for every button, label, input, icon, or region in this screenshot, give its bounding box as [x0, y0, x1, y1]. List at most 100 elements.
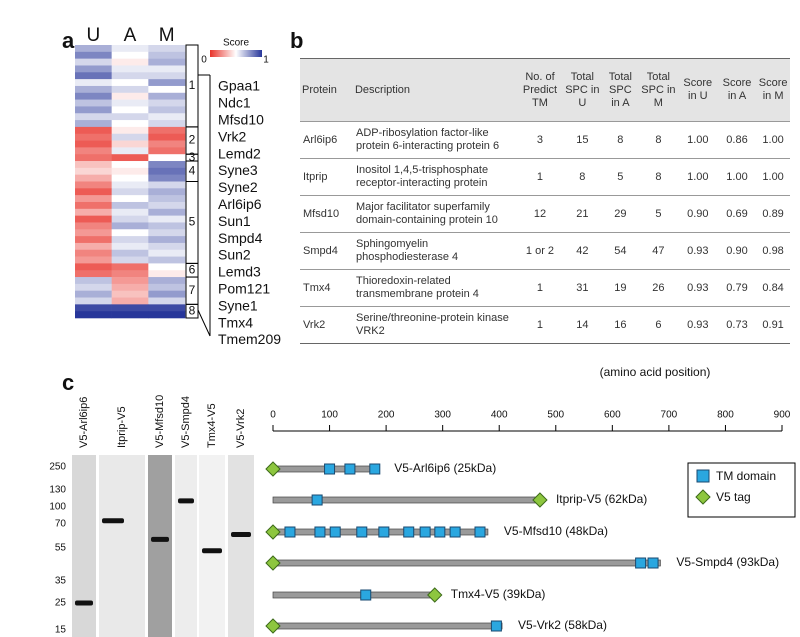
tm-domain [324, 463, 336, 475]
heatmap-cell [148, 311, 186, 319]
bracket [197, 309, 211, 337]
blot-lane [99, 455, 145, 637]
header-row: Protein Description No. of Predict TM Total… [300, 58, 790, 122]
colorbar-title: Score [223, 38, 250, 49]
table-cell: 0.84 [756, 269, 790, 307]
cluster-label: 6 [189, 262, 196, 276]
x-tick-label: 800 [717, 410, 734, 421]
heatmap-cell [111, 283, 149, 291]
gene-label: Sun2 [218, 247, 251, 263]
legend-label: TM domain [716, 469, 776, 483]
table-cell: 1.00 [717, 158, 757, 196]
cluster-label: 5 [189, 215, 196, 229]
panel-label: b [290, 28, 303, 53]
heatmap-cell [111, 270, 149, 278]
heatmap-cell [148, 270, 186, 278]
table-cell: 1.00 [677, 121, 718, 159]
heatmap-cell [111, 242, 149, 251]
table-cell: Tmx4 [300, 269, 353, 307]
gene-label: Smpd4 [218, 230, 263, 246]
heatmap-cell [111, 208, 149, 216]
table-cell: 0.93 [677, 306, 718, 344]
heatmap-cell [111, 58, 149, 66]
heatmap-cell [148, 65, 186, 73]
protein-bar [272, 591, 436, 599]
ladder-label: 250 [49, 462, 66, 473]
heatmap-cell [75, 181, 112, 189]
table-cell: 8 [638, 121, 678, 159]
tm-domain [284, 526, 296, 538]
table-cell: 54 [601, 232, 639, 270]
heatmap-cell [111, 290, 149, 298]
table-row: Mfsd10 Major facilitator superfamily doma… [300, 195, 790, 233]
table-cell: 0.89 [756, 195, 790, 233]
heatmap-cell [148, 161, 186, 169]
table-cell: Thioredoxin-related transmembrane protei… [352, 269, 518, 307]
blot-lane [175, 455, 197, 637]
heatmap-cell [75, 99, 112, 107]
table-cell: 8 [638, 158, 678, 196]
heatmap-cell [148, 236, 186, 244]
heatmap-cell [148, 140, 186, 148]
heatmap-cell [75, 154, 112, 162]
heatmap-cell [148, 297, 186, 305]
table-cell: 0.90 [717, 232, 757, 270]
v5-tag [265, 618, 281, 634]
heatmap-cell [75, 297, 112, 305]
tm-domain [356, 526, 368, 538]
cluster-label: 2 [189, 133, 196, 147]
heatmap-cell [148, 277, 186, 285]
header-cell: Description [352, 58, 518, 122]
heatmap-cell [111, 106, 149, 114]
heatmap-cell [111, 51, 149, 59]
heatmap-cell [148, 181, 186, 189]
heatmap-cell [75, 147, 112, 155]
table-cell: 1.00 [756, 121, 790, 159]
column-label: M [159, 25, 175, 46]
header-cell: Total SPC in U [562, 58, 602, 122]
protein-label: V5-Smpd4 (93kDa) [676, 555, 779, 569]
header-cell: Protein [300, 58, 353, 122]
heatmap-cell [75, 188, 112, 196]
protein-bar [272, 622, 503, 630]
heatmap-cell [111, 45, 149, 53]
heatmap-cell [75, 263, 112, 271]
table-cell: 42 [562, 232, 602, 270]
heatmap-cell [148, 58, 186, 66]
heatmap-cell [148, 99, 186, 107]
blot-lane [199, 455, 225, 637]
heatmap-cell [75, 277, 112, 285]
x-tick-label: 900 [774, 410, 791, 421]
ladder-label: 25 [55, 598, 67, 609]
heatmap-cell [148, 167, 186, 175]
heatmap-cell [75, 92, 112, 100]
tm-domain [369, 463, 381, 475]
table-cell: Inositol 1,4,5-trisphosphate receptor-in… [352, 158, 518, 196]
table-cell: 19 [601, 269, 639, 307]
heatmap-cell [111, 92, 149, 100]
lane-label: V5-Vrk2 [235, 409, 247, 448]
heatmap-cell [75, 236, 112, 244]
table-cell: 5 [638, 195, 678, 233]
v5-tag [427, 587, 443, 603]
table-cell: 0.98 [756, 232, 790, 270]
table-row: Vrk2 Serine/threonine-protein kinase VRK2… [300, 306, 790, 344]
table-cell: 3 [517, 121, 563, 159]
table-row: Itprip Inositol 1,4,5-trisphosphate recep… [300, 158, 790, 196]
lane-label: V5-Mfsd10 [154, 395, 166, 448]
heatmap-cell [111, 147, 149, 155]
heatmap-cell [148, 201, 186, 210]
heatmap-cell [75, 249, 112, 257]
heatmap-cell [111, 195, 149, 203]
heatmap-cell [111, 140, 149, 148]
table-cell: 16 [601, 306, 639, 344]
legend-tm [696, 469, 710, 483]
heatmap-cell [148, 45, 186, 53]
axis-title: (amino acid position) [600, 365, 711, 379]
heatmap-cell [111, 154, 149, 162]
heatmap-cell [148, 126, 186, 135]
heatmap-cell [111, 174, 149, 182]
heatmap-cell [75, 242, 112, 251]
header-cell: Total SPC in A [601, 58, 639, 122]
